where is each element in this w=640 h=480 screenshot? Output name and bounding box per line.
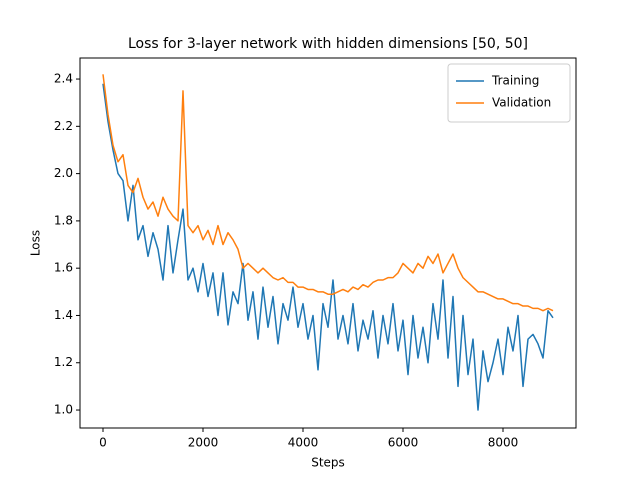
axes-frame — [79, 57, 577, 429]
legend-box — [447, 63, 571, 123]
legend-label: Training — [491, 74, 539, 88]
x-tick-label: 6000 — [388, 436, 419, 450]
legend-label: Validation — [492, 96, 551, 110]
y-tick-label: 1.8 — [54, 213, 73, 227]
y-tick-label: 2.4 — [54, 72, 73, 86]
y-tick-label: 1.6 — [54, 261, 73, 275]
y-tick-label: 1.2 — [54, 355, 73, 369]
x-axis-label: Steps — [311, 456, 345, 470]
series-line — [102, 83, 554, 411]
x-tick-label: 0 — [99, 436, 107, 450]
x-tick-label: 4000 — [288, 436, 319, 450]
y-axis-label: Loss — [29, 230, 43, 256]
series-line — [102, 74, 554, 312]
x-tick-label: 8000 — [488, 436, 519, 450]
y-tick-label: 2.0 — [54, 166, 73, 180]
y-tick-label: 1.4 — [54, 308, 73, 322]
chart-title: Loss for 3-layer network with hidden dim… — [128, 36, 528, 52]
y-tick-label: 2.2 — [54, 119, 73, 133]
x-tick-label: 2000 — [188, 436, 219, 450]
y-tick-label: 1.0 — [54, 403, 73, 417]
